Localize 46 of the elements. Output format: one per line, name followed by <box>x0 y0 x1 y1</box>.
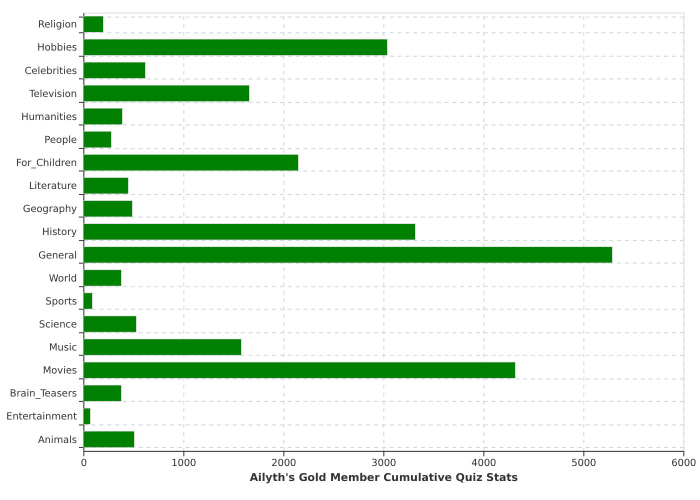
bar <box>83 384 122 402</box>
x-tick-label: 3000 <box>371 458 396 470</box>
bar <box>83 292 93 310</box>
y-tick-label: Science <box>38 319 77 330</box>
bar <box>83 200 133 218</box>
y-tick-label: Animals <box>38 434 77 446</box>
bar <box>83 16 104 33</box>
x-axis-title: Ailyth's Gold Member Cumulative Quiz Stats <box>250 470 518 484</box>
bar <box>83 338 242 356</box>
y-tick-label: Celebrities <box>24 66 77 77</box>
bar <box>83 431 135 448</box>
y-tick-label: Geography <box>22 204 78 216</box>
bar <box>83 408 91 425</box>
bar <box>83 131 112 148</box>
y-tick-label: Religion <box>38 20 77 31</box>
x-tick-label: 6000 <box>671 458 696 470</box>
y-tick-label: Literature <box>28 181 77 192</box>
y-tick-label: General <box>38 250 77 262</box>
x-tick-label: 1000 <box>171 458 196 470</box>
bar <box>83 362 516 378</box>
bar <box>83 108 123 125</box>
y-tick-label: Hobbies <box>37 42 77 54</box>
x-tick-label: 2000 <box>271 458 296 470</box>
y-tick-label: Television <box>28 88 77 100</box>
y-tick-label: Sports <box>46 296 77 308</box>
bar <box>83 85 250 102</box>
y-tick-label: Music <box>49 342 77 354</box>
bar <box>83 38 388 56</box>
bar <box>83 316 137 332</box>
y-tick-label: World <box>48 273 77 284</box>
y-tick-label: For_Children <box>16 158 77 170</box>
y-tick-label: Brain_Teasers <box>10 388 77 400</box>
y-tick-label: People <box>44 134 77 146</box>
y-tick-label: Entertainment <box>6 412 78 423</box>
x-tick-label: 5000 <box>571 458 596 470</box>
bar <box>83 246 613 264</box>
bar <box>83 62 146 79</box>
x-tick-label: 4000 <box>471 458 496 470</box>
y-tick-label: History <box>42 227 78 238</box>
y-tick-label: Movies <box>42 366 77 377</box>
bar <box>83 223 416 240</box>
bar <box>83 270 122 286</box>
bar <box>83 177 129 194</box>
bar <box>83 154 299 171</box>
y-tick-label: Humanities <box>21 112 77 123</box>
x-tick-label: 0 <box>80 458 87 470</box>
